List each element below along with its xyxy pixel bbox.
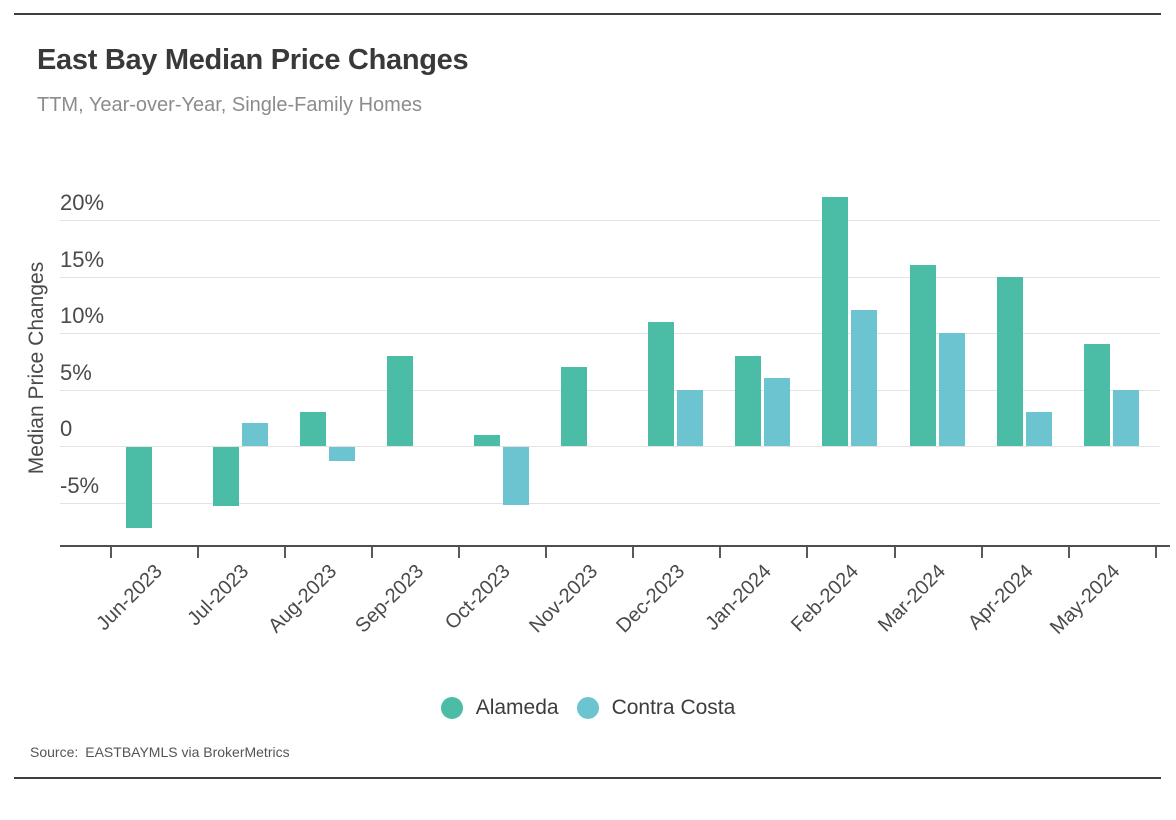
x-axis-tick	[980, 546, 983, 558]
gridline-20-	[60, 220, 1160, 221]
bar-contra-costa-may-2024	[1112, 389, 1139, 446]
bar-contra-costa-mar-2024	[938, 333, 965, 446]
x-axis-tick	[109, 546, 112, 558]
x-axis-tick	[632, 546, 635, 558]
y-tick-label: 10%	[60, 303, 105, 328]
bar-alameda-nov-2023	[561, 366, 588, 446]
x-axis-tick	[370, 546, 373, 558]
bar-alameda-jun-2023	[125, 447, 152, 529]
x-tick-label-text: Feb-2024	[787, 560, 864, 637]
x-axis-tick	[458, 546, 460, 558]
bar-contra-costa-jul-2023	[241, 423, 268, 446]
bar-alameda-oct-2023	[474, 434, 500, 446]
legend-item-contra-costa: Contra Costa	[576, 696, 736, 720]
alameda-swatch-icon	[440, 697, 463, 719]
bar-contra-costa-aug-2023	[328, 447, 355, 461]
x-tick-label-text: Oct-2023	[441, 560, 515, 635]
bar-alameda-feb-2024	[822, 197, 849, 446]
bar-alameda-jul-2023	[212, 447, 239, 506]
x-tick-label-text: Mar-2024	[874, 560, 951, 637]
bar-contra-costa-jan-2024	[764, 378, 791, 446]
source-text: EASTBAYMLS via BrokerMetrics	[85, 744, 290, 760]
x-axis-tick	[893, 546, 896, 558]
x-tick-label-text: Jul-2023	[183, 560, 254, 631]
source-note: Source: EASTBAYMLS via BrokerMetrics	[30, 744, 290, 760]
x-tick-label-text: May-2024	[1046, 560, 1125, 639]
x-axis-tick	[196, 546, 199, 558]
x-tick-label-text: Apr-2024	[963, 560, 1038, 635]
x-tick-label-text: Aug-2023	[263, 560, 341, 638]
bar-contra-costa-dec-2023	[677, 389, 704, 446]
x-axis-tick	[1154, 546, 1157, 558]
x-tick-label-text: Nov-2023	[525, 560, 603, 638]
x-tick-label-text: Sep-2023	[350, 560, 428, 638]
gridline-0	[60, 446, 1160, 447]
bar-alameda-dec-2023	[648, 321, 675, 446]
y-tick-label: -5%	[60, 472, 100, 498]
x-axis-line	[60, 544, 1170, 547]
bar-contra-costa-oct-2023	[503, 447, 529, 505]
y-tick-label: 20%	[60, 190, 105, 215]
gridline-5-	[60, 389, 1160, 391]
x-axis-tick	[283, 546, 286, 558]
legend: Alameda Contra Costa	[0, 696, 1176, 720]
x-axis-tick	[719, 546, 722, 558]
source-label: Source:	[30, 744, 79, 760]
bottom-rule	[14, 777, 1161, 779]
gridline-15-	[60, 276, 1160, 278]
x-tick-label-text: Jun-2023	[91, 560, 167, 635]
bar-alameda-mar-2024	[909, 265, 936, 446]
bar-alameda-sep-2023	[386, 355, 413, 446]
contra-costa-swatch-icon	[576, 697, 599, 719]
x-tick-label-text: Jan-2024	[701, 560, 777, 635]
gridline--5-	[60, 502, 1160, 504]
gridline-10-	[60, 333, 1160, 334]
legend-label-alameda: Alameda	[475, 696, 559, 719]
chart-title: East Bay Median Price Changes	[37, 44, 469, 76]
bar-alameda-aug-2023	[299, 412, 326, 446]
top-rule	[14, 13, 1161, 15]
bar-contra-costa-apr-2024	[1025, 412, 1052, 446]
x-axis-tick	[1067, 546, 1070, 558]
y-tick-label: 5%	[60, 359, 92, 385]
y-tick-label: 15%	[60, 246, 105, 272]
legend-label-contra-costa: Contra Costa	[611, 696, 736, 719]
x-axis-tick	[545, 546, 548, 558]
legend-item-alameda: Alameda	[440, 696, 559, 720]
x-tick-label-text: Dec-2023	[612, 560, 690, 638]
bar-alameda-jan-2024	[735, 355, 762, 446]
x-axis-tick	[806, 546, 809, 558]
bar-alameda-may-2024	[1083, 344, 1110, 446]
bar-alameda-apr-2024	[996, 276, 1023, 446]
bar-contra-costa-feb-2024	[851, 310, 878, 446]
chart-subtitle: TTM, Year-over-Year, Single-Family Homes	[37, 94, 422, 116]
y-tick-label: 0	[60, 416, 73, 441]
